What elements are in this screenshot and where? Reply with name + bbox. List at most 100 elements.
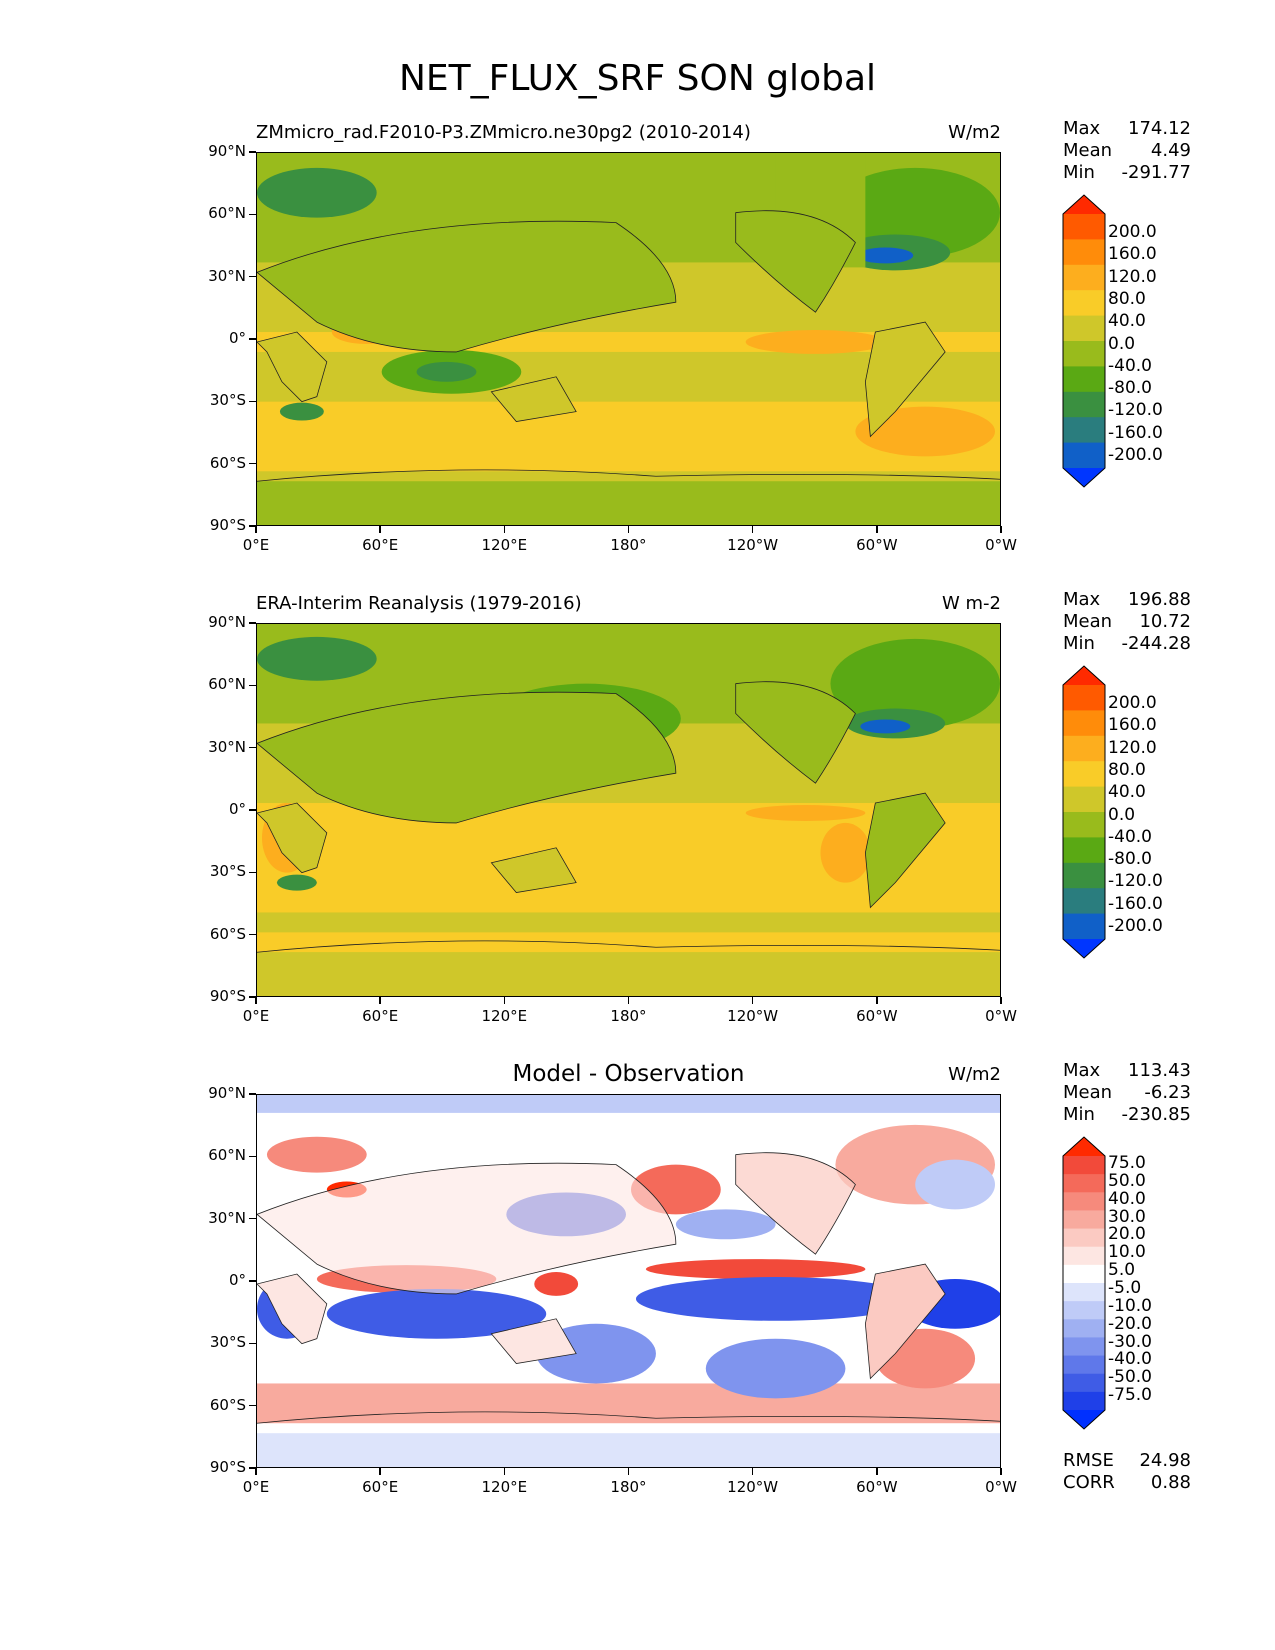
lon-tick-mark [751, 1468, 754, 1475]
colorbar-tick-label: -80.0 [1108, 849, 1152, 870]
colorbar-segment [1063, 1301, 1105, 1320]
stat-label: Min [1063, 1104, 1095, 1125]
lon-tick-mark [379, 526, 381, 533]
lat-tick-label: 30°S [209, 391, 246, 410]
colorbar-segment [1063, 812, 1105, 838]
panel-title: ERA-Interim Reanalysis (1979-2016) [256, 593, 582, 614]
lon-tick-label: 120°E [481, 1478, 528, 1496]
lon-tick-mark [255, 997, 257, 1004]
colorbar-segment [1063, 1373, 1105, 1393]
lon-tick-label: 0°E [242, 1478, 270, 1496]
lat-tick-label: 30°N [208, 737, 246, 756]
colorbar-segment [1063, 862, 1105, 889]
panel-stats: Max 174.12 Mean 4.49 Min -291.77 [1063, 118, 1191, 184]
colorbar-extend-min [1063, 468, 1105, 487]
colorbar-svg [1062, 194, 1106, 488]
colorbar-segment [1063, 710, 1105, 737]
lat-tick-label: 60°N [208, 1146, 246, 1165]
colorbar-tick-label: 160.0 [1108, 715, 1157, 736]
lon-tick-mark [751, 526, 754, 533]
lat-tick-label: 30°S [209, 1333, 246, 1352]
lat-tick-mark [249, 462, 256, 465]
colorbar-segment [1063, 1391, 1105, 1411]
lat-tick-mark [249, 338, 256, 340]
lat-tick-mark [249, 1155, 256, 1158]
map-model-svg [257, 153, 1000, 525]
colorbar-segment [1063, 1228, 1105, 1248]
lat-tick-label: 0° [228, 329, 246, 347]
colorbar-tick-label: -160.0 [1108, 422, 1163, 443]
colorbar-segment [1063, 239, 1105, 266]
colorbar-segment [1063, 315, 1105, 342]
colorbar-tick-label: -40.0 [1108, 355, 1152, 376]
lat-tick-label: 30°S [209, 862, 246, 881]
colorbar-extend-min [1063, 939, 1105, 958]
lat-tick-label: 30°N [208, 1208, 246, 1227]
colorbar-extend-max [1063, 195, 1105, 214]
lat-tick-label: 60°S [209, 453, 246, 472]
map-difference-svg [257, 1095, 1000, 1467]
colorbar-outline [1062, 1136, 1106, 1430]
corr-label: CORR [1063, 1472, 1115, 1493]
lon-tick-mark [627, 526, 630, 533]
lon-tick-mark [379, 1468, 381, 1475]
panel-units: W/m2 [948, 1064, 1001, 1085]
stat-value: 10.72 [1139, 611, 1191, 632]
stat-value: 113.43 [1128, 1060, 1191, 1081]
colorbar-tick-label: 160.0 [1108, 244, 1157, 265]
colorbar-segment [1063, 761, 1105, 788]
lat-tick-mark [249, 1217, 256, 1220]
lat-tick-mark [249, 1467, 256, 1469]
lat-tick-label: 0° [228, 1271, 246, 1289]
colorbar-tick-label: -160.0 [1108, 893, 1163, 914]
colorbar-segment [1063, 1246, 1105, 1266]
colorbar-segment [1063, 888, 1105, 915]
map-observation-svg [257, 624, 1000, 996]
colorbar-segment [1063, 366, 1105, 393]
lat-tick-mark [249, 1342, 256, 1345]
lon-tick-label: 0°E [242, 536, 270, 554]
stat-value: 196.88 [1128, 589, 1191, 610]
lon-tick-label: 180° [610, 1007, 647, 1025]
lat-tick-label: 90°S [209, 987, 246, 1005]
colorbar-tick-label: -200.0 [1108, 916, 1163, 936]
lat-tick-mark [249, 1280, 256, 1282]
colorbar-tick-label: 120.0 [1108, 266, 1157, 287]
colorbar-segment [1063, 442, 1105, 469]
colorbar-segment [1063, 1264, 1105, 1284]
colorbar-tick-label: -5.0 [1108, 1277, 1142, 1298]
stat-label: Max [1063, 589, 1101, 610]
map-model [256, 152, 1001, 526]
colorbar-segment [1063, 837, 1105, 864]
colorbar-tick-label: 40.0 [1108, 1188, 1146, 1209]
colorbar [1062, 1136, 1106, 1430]
colorbar-segment [1063, 1283, 1105, 1302]
panel-title: Model - Observation [512, 1061, 745, 1087]
lon-tick-label: 120°W [727, 1478, 779, 1496]
colorbar-tick-label: -40.0 [1108, 826, 1152, 847]
colorbar-tick-label: 80.0 [1108, 759, 1146, 780]
corr-value: 0.88 [1150, 1472, 1191, 1493]
stat-label: Mean [1063, 140, 1113, 161]
lon-tick-label: 180° [610, 1478, 647, 1496]
lon-tick-mark [876, 526, 878, 533]
lon-tick-mark [627, 997, 630, 1004]
colorbar-segment [1063, 1192, 1105, 1211]
colorbar-segment [1063, 685, 1105, 711]
colorbar-tick-label: 0.0 [1108, 804, 1136, 825]
colorbar-segment [1063, 341, 1105, 367]
lat-tick-mark [249, 684, 256, 687]
colorbar-tick-label: 120.0 [1108, 737, 1157, 758]
colorbar-svg [1062, 1136, 1106, 1430]
lat-tick-mark [249, 151, 256, 153]
lon-tick-label: 120°W [727, 536, 779, 554]
colorbar-segment [1063, 1337, 1105, 1357]
colorbar-tick-label: -40.0 [1108, 1349, 1152, 1370]
panel-title: ZMmicro_rad.F2010-P3.ZMmicro.ne30pg2 (20… [256, 122, 751, 143]
colorbar-segment [1063, 290, 1105, 317]
colorbar-tick-label: 80.0 [1108, 288, 1146, 309]
rmse-value: 24.98 [1139, 1450, 1191, 1471]
colorbar-extend-max [1063, 1137, 1105, 1156]
colorbar-tick-label: -20.0 [1108, 1313, 1152, 1334]
colorbar-segment [1063, 786, 1105, 813]
